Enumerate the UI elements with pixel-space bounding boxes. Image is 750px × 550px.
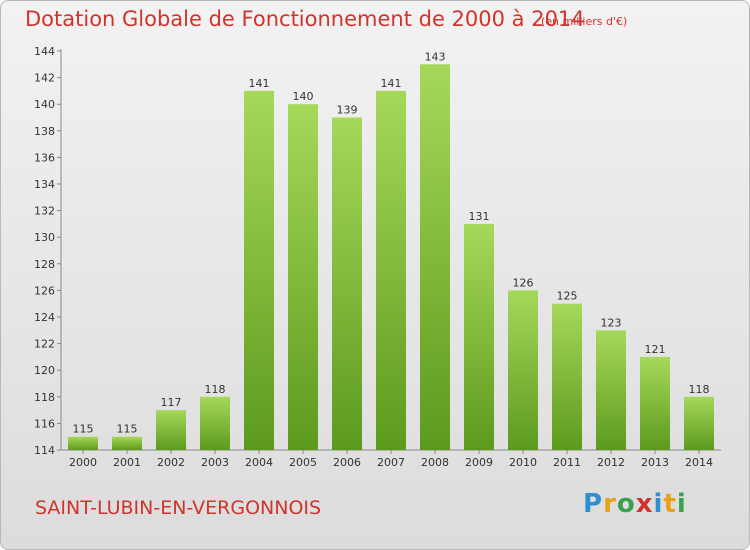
logo-letter: r: [603, 489, 617, 519]
data-label: 125: [557, 290, 578, 303]
commune-name: SAINT-LUBIN-EN-VERGONNOIS: [35, 497, 322, 519]
data-label: 141: [249, 77, 270, 90]
y-tick-label: 114: [34, 444, 55, 457]
logo-letter: P: [583, 489, 604, 519]
x-tick-label: 2007: [377, 456, 405, 469]
y-tick-label: 128: [34, 258, 55, 271]
data-label: 115: [117, 423, 138, 436]
data-label: 118: [689, 383, 710, 396]
bar-2009: [464, 223, 494, 450]
x-tick-label: 2009: [465, 456, 493, 469]
x-tick-label: 2001: [113, 456, 141, 469]
proxiti-logo: Proxiti: [583, 489, 687, 519]
x-tick-label: 2002: [157, 456, 185, 469]
data-label: 117: [161, 396, 182, 409]
y-tick-label: 122: [34, 338, 55, 351]
x-tick-label: 2004: [245, 456, 273, 469]
bar-2013: [640, 356, 670, 450]
chart-unit: (en milliers d'€): [541, 15, 628, 28]
y-tick-label: 136: [34, 151, 55, 164]
bar-2004: [244, 90, 274, 451]
data-label: 115: [73, 423, 94, 436]
bar-2008: [420, 64, 450, 451]
logo-letter: i: [676, 489, 687, 519]
x-tick-label: 2006: [333, 456, 361, 469]
logo-letter: t: [663, 489, 677, 519]
data-label: 139: [337, 104, 358, 117]
data-label: 123: [601, 316, 622, 329]
bar-2011: [552, 303, 582, 450]
data-label: 121: [645, 343, 666, 356]
x-tick-label: 2012: [597, 456, 625, 469]
data-label: 131: [469, 210, 490, 223]
x-tick-label: 2011: [553, 456, 581, 469]
y-tick-label: 118: [34, 391, 55, 404]
data-label: 140: [293, 90, 314, 103]
x-tick-label: 2003: [201, 456, 229, 469]
bar-2002: [156, 410, 186, 450]
bar-2007: [376, 90, 406, 451]
logo-letter: x: [635, 489, 654, 519]
x-tick-label: 2000: [69, 456, 97, 469]
x-tick-label: 2014: [685, 456, 713, 469]
y-tick-label: 132: [34, 205, 55, 218]
data-label: 143: [425, 50, 446, 63]
bar-2003: [200, 396, 230, 450]
y-tick-label: 138: [34, 125, 55, 138]
data-label: 141: [381, 77, 402, 90]
x-tick-label: 2013: [641, 456, 669, 469]
bar-2001: [112, 436, 142, 450]
y-tick-label: 140: [34, 98, 55, 111]
x-tick-label: 2008: [421, 456, 449, 469]
bar-2014: [684, 396, 714, 450]
y-tick-label: 120: [34, 364, 55, 377]
data-label: 118: [205, 383, 226, 396]
y-tick-label: 116: [34, 417, 55, 430]
y-tick-label: 126: [34, 284, 55, 297]
x-tick-label: 2005: [289, 456, 317, 469]
y-tick-label: 144: [34, 45, 55, 58]
logo-letter: i: [653, 489, 664, 519]
data-label: 126: [513, 276, 534, 289]
bar-2006: [332, 117, 362, 450]
chart-title: Dotation Globale de Fonctionnement de 20…: [25, 7, 585, 31]
bar-2010: [508, 290, 538, 450]
y-tick-label: 134: [34, 178, 55, 191]
logo-letter: o: [616, 489, 636, 519]
bar-2000: [68, 436, 98, 450]
y-tick-label: 124: [34, 311, 55, 324]
bar-2005: [288, 104, 318, 450]
bar-2012: [596, 330, 626, 450]
y-tick-label: 142: [34, 72, 55, 85]
x-tick-label: 2010: [509, 456, 537, 469]
y-tick-label: 130: [34, 231, 55, 244]
